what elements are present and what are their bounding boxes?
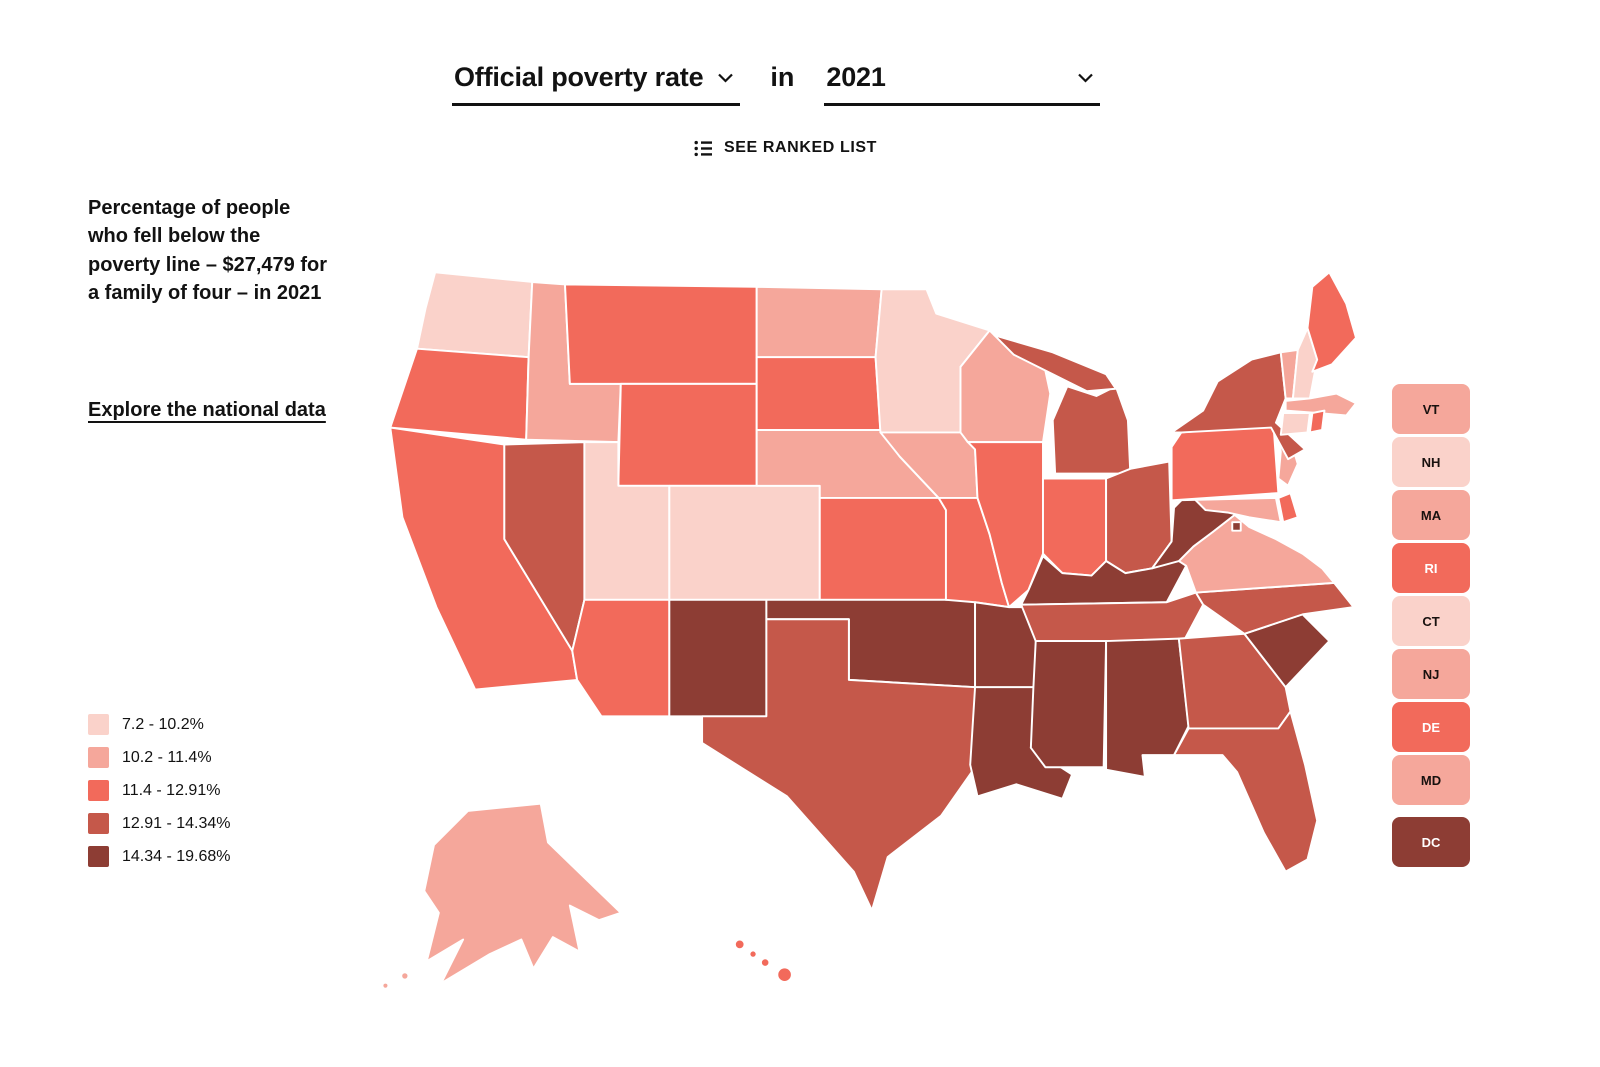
small-state-box-ma[interactable]: MA bbox=[1392, 490, 1470, 540]
small-state-box-ct[interactable]: CT bbox=[1392, 596, 1470, 646]
header-connector: in bbox=[770, 62, 795, 92]
state-hi[interactable] bbox=[733, 938, 746, 951]
state-in[interactable] bbox=[1042, 477, 1108, 577]
state-wa[interactable] bbox=[416, 271, 534, 359]
small-state-box-nj[interactable]: NJ bbox=[1392, 649, 1470, 699]
small-state-box-nh[interactable]: NH bbox=[1392, 437, 1470, 487]
state-ks[interactable] bbox=[818, 496, 947, 601]
state-tx[interactable] bbox=[701, 618, 977, 912]
small-state-label: MA bbox=[1420, 507, 1442, 523]
state-wy[interactable] bbox=[617, 382, 758, 487]
state-mi-upper-peninsula[interactable] bbox=[993, 334, 1117, 393]
small-state-label: NH bbox=[1421, 454, 1441, 470]
state-pa[interactable] bbox=[1170, 424, 1280, 502]
see-ranked-list-button[interactable]: SEE RANKED LIST bbox=[694, 139, 877, 157]
state-ny[interactable] bbox=[1170, 351, 1307, 461]
small-state-label: VT bbox=[1422, 401, 1440, 417]
state-az[interactable] bbox=[571, 598, 671, 718]
small-state-label: CT bbox=[1422, 613, 1440, 629]
state-mi[interactable] bbox=[1051, 385, 1132, 475]
small-state-label: NJ bbox=[1422, 666, 1440, 682]
state-ma[interactable] bbox=[1284, 392, 1357, 417]
state-co[interactable] bbox=[668, 484, 821, 601]
state-hi[interactable] bbox=[759, 957, 771, 968]
ranked-list-icon bbox=[694, 140, 713, 157]
legend-label: 10.2 - 11.4% bbox=[122, 748, 212, 766]
state-nm[interactable] bbox=[668, 598, 768, 718]
legend-swatch bbox=[88, 813, 109, 834]
small-state-label: DE bbox=[1421, 719, 1441, 735]
legend-label: 14.34 - 19.68% bbox=[122, 847, 231, 865]
small-state-label: MD bbox=[1420, 772, 1442, 788]
chevron-down-icon bbox=[1077, 73, 1094, 83]
state-or[interactable] bbox=[389, 347, 530, 441]
ranked-list-label: SEE RANKED LIST bbox=[724, 139, 878, 156]
state-sd[interactable] bbox=[755, 356, 882, 431]
small-state-box-vt[interactable]: VT bbox=[1392, 384, 1470, 434]
small-state-box-md[interactable]: MD bbox=[1392, 755, 1470, 805]
state-hi[interactable] bbox=[776, 966, 793, 983]
state-de[interactable] bbox=[1277, 492, 1299, 524]
state-ct[interactable] bbox=[1279, 412, 1311, 436]
legend-swatch bbox=[88, 846, 109, 867]
small-state-label: RI bbox=[1424, 560, 1438, 576]
legend-row: 14.34 - 19.68% bbox=[88, 846, 231, 867]
state-ak-aleutian-island[interactable] bbox=[400, 971, 410, 981]
year-dropdown-label: 2021 bbox=[826, 62, 886, 92]
legend-swatch bbox=[88, 747, 109, 768]
small-state-label: DC bbox=[1421, 834, 1441, 850]
state-dc[interactable] bbox=[1231, 521, 1242, 532]
state-ms[interactable] bbox=[1029, 640, 1108, 769]
small-state-box-dc[interactable]: DC bbox=[1392, 817, 1470, 867]
legend-label: 11.4 - 12.91% bbox=[122, 781, 221, 799]
state-fl[interactable] bbox=[1173, 710, 1319, 873]
header: Official poverty rate in 2021 bbox=[452, 60, 1101, 106]
small-state-box-ri[interactable]: RI bbox=[1392, 543, 1470, 593]
state-ak-aleutian-island[interactable] bbox=[381, 981, 390, 990]
year-dropdown[interactable]: 2021 bbox=[824, 60, 1101, 106]
small-state-box-de[interactable]: DE bbox=[1392, 702, 1470, 752]
state-hi[interactable] bbox=[748, 949, 758, 959]
metric-dropdown-label: Official poverty rate bbox=[454, 62, 704, 92]
map-description: Percentage of people who fell below the … bbox=[88, 197, 328, 305]
legend-row: 12.91 - 14.34% bbox=[88, 813, 231, 834]
legend-row: 11.4 - 12.91% bbox=[88, 780, 231, 801]
state-nd[interactable] bbox=[755, 285, 883, 359]
us-choropleth-map bbox=[381, 271, 1357, 990]
state-ky[interactable] bbox=[1020, 540, 1188, 606]
explore-national-data-link[interactable]: Explore the national data bbox=[88, 399, 326, 421]
chevron-down-icon bbox=[717, 73, 734, 83]
small-states-panel: VT NH MA RI CT NJ DE MD DC bbox=[1392, 384, 1470, 867]
legend: 7.2 - 10.2% 10.2 - 11.4% 11.4 - 12.91% 1… bbox=[88, 714, 231, 879]
legend-swatch bbox=[88, 714, 109, 735]
legend-label: 7.2 - 10.2% bbox=[122, 715, 204, 733]
state-nh[interactable] bbox=[1291, 327, 1319, 400]
metric-dropdown[interactable]: Official poverty rate bbox=[452, 60, 741, 106]
state-ri[interactable] bbox=[1308, 409, 1326, 434]
legend-label: 12.91 - 14.34% bbox=[122, 814, 231, 832]
state-ak[interactable] bbox=[423, 802, 622, 985]
state-me[interactable] bbox=[1306, 271, 1357, 373]
legend-swatch bbox=[88, 780, 109, 801]
state-al[interactable] bbox=[1105, 637, 1190, 778]
state-mt[interactable] bbox=[564, 283, 758, 385]
legend-row: 10.2 - 11.4% bbox=[88, 747, 231, 768]
legend-row: 7.2 - 10.2% bbox=[88, 714, 231, 735]
